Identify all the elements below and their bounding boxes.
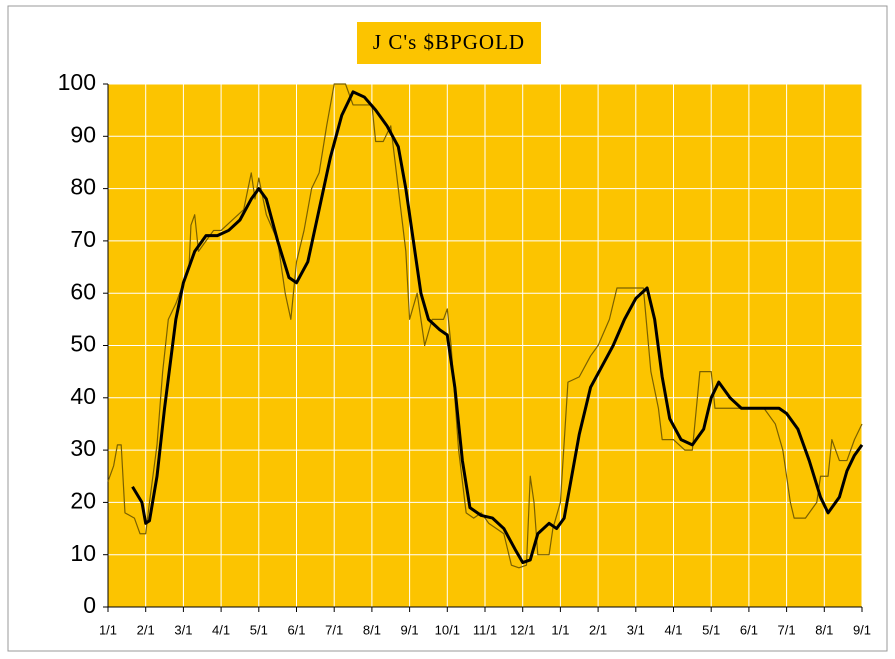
y-tick-label: 60	[70, 278, 96, 304]
x-tick-label: 1/1	[99, 622, 117, 637]
x-tick-label: 4/1	[664, 622, 682, 637]
x-tick-label: 11/1	[473, 622, 497, 637]
x-tick-label: 2/1	[589, 622, 607, 637]
title-box	[357, 22, 541, 64]
x-tick-label: 10/1	[435, 622, 460, 637]
x-tick-label: 4/1	[212, 622, 230, 637]
y-tick-label: 70	[70, 226, 96, 252]
y-tick-label: 90	[70, 121, 96, 147]
x-tick-label: 12/1	[510, 622, 535, 637]
x-tick-label: 8/1	[815, 622, 833, 637]
y-tick-label: 40	[70, 383, 96, 409]
y-tick-label: 50	[70, 331, 96, 357]
x-tick-label: 5/1	[250, 622, 268, 637]
x-tick-label: 8/1	[363, 622, 381, 637]
x-tick-label: 1/1	[551, 622, 569, 637]
y-tick-label: 20	[70, 487, 96, 513]
y-tick-label: 30	[70, 435, 96, 461]
x-tick-label: 6/1	[287, 622, 305, 637]
chart-title: J C's $BPGOLD	[373, 30, 525, 54]
y-tick-label: 10	[70, 540, 96, 566]
x-tick-label: 3/1	[174, 622, 192, 637]
data-line	[131, 90, 864, 565]
x-tick-label: 2/1	[137, 622, 155, 637]
x-tick-label: 5/1	[702, 622, 720, 637]
x-tick-label: 7/1	[778, 622, 796, 637]
x-tick-label: 3/1	[627, 622, 645, 637]
data-line	[107, 83, 863, 569]
y-tick-label: 100	[58, 69, 96, 95]
y-tick-label: 80	[70, 174, 96, 200]
x-tick-label: 9/1	[853, 622, 871, 637]
y-tick-label: 0	[83, 592, 96, 618]
x-tick-label: 6/1	[740, 622, 758, 637]
x-tick-label: 7/1	[325, 622, 343, 637]
x-tick-label: 9/1	[401, 622, 419, 637]
